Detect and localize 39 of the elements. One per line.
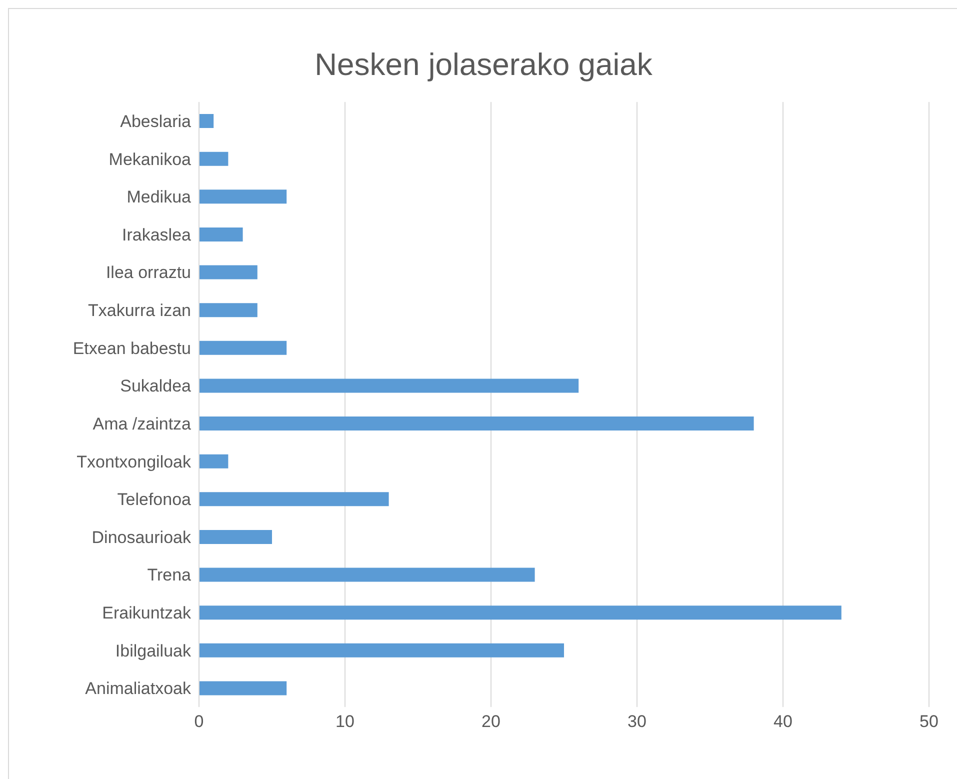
x-tick-label: 30 bbox=[628, 712, 646, 732]
bar bbox=[199, 227, 243, 242]
x-tick-label: 10 bbox=[336, 712, 354, 732]
y-tick-label: Telefonoa bbox=[117, 490, 192, 510]
y-tick-label: Trena bbox=[147, 566, 192, 585]
bar bbox=[199, 568, 535, 582]
bar bbox=[199, 606, 842, 620]
bar bbox=[199, 303, 258, 318]
y-tick-label: Abeslaria bbox=[120, 112, 192, 131]
bar bbox=[199, 530, 272, 544]
bar bbox=[199, 492, 389, 506]
y-tick-label: Ilea orraztu bbox=[106, 263, 191, 282]
y-tick-label: Irakaslea bbox=[122, 225, 192, 244]
y-tick-label: Eraikuntzak bbox=[102, 604, 192, 623]
y-tick-label: Medikua bbox=[126, 188, 192, 207]
bar bbox=[199, 190, 287, 204]
x-tick-label: 50 bbox=[920, 712, 938, 732]
bar bbox=[199, 643, 564, 658]
x-tick-label: 40 bbox=[774, 712, 792, 732]
bar bbox=[199, 265, 258, 280]
y-tick-label: Sukaldea bbox=[120, 376, 192, 396]
bar bbox=[199, 416, 754, 430]
y-tick-label: Animaliatxoak bbox=[85, 679, 192, 698]
x-tick-label: 20 bbox=[482, 712, 500, 732]
y-tick-label: Txontxongiloak bbox=[76, 452, 192, 472]
bar bbox=[199, 378, 579, 393]
y-tick-label: Ibilgailuak bbox=[115, 641, 192, 660]
bar bbox=[199, 340, 287, 355]
bar bbox=[199, 152, 228, 166]
bar bbox=[199, 454, 228, 468]
y-tick-label: Ama /zaintza bbox=[92, 414, 192, 434]
chart-title: Nesken jolaserako gaiak bbox=[314, 46, 654, 84]
y-tick-label: Txakurra izan bbox=[88, 301, 191, 320]
y-tick-label: Dinosaurioak bbox=[92, 528, 192, 547]
bar bbox=[199, 114, 214, 128]
y-tick-label: Etxean babestu bbox=[72, 338, 191, 358]
y-tick-label: Mekanikoa bbox=[108, 150, 192, 169]
x-tick-label: 0 bbox=[194, 712, 204, 732]
bar bbox=[199, 681, 287, 696]
